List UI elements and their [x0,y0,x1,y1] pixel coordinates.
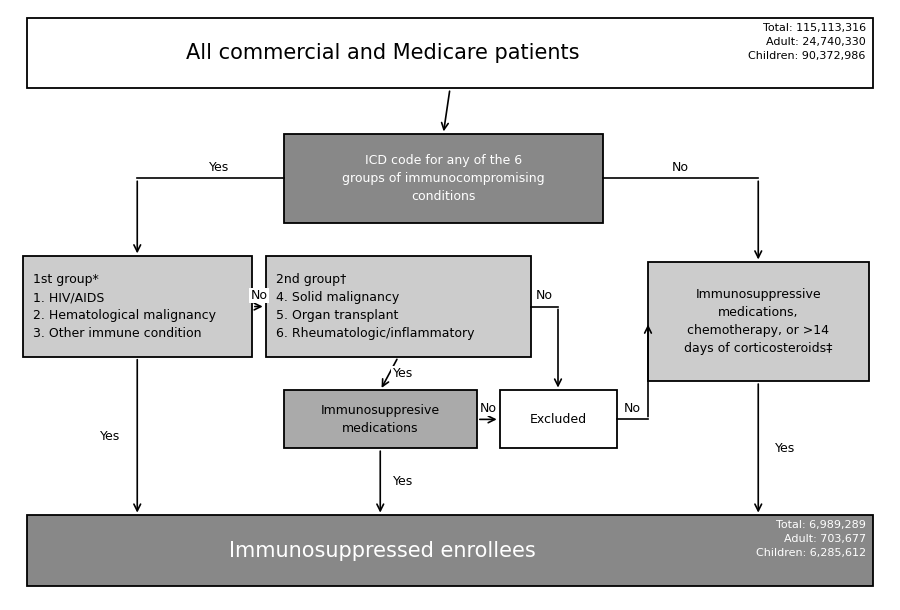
Text: Excluded: Excluded [529,413,587,426]
Text: Total: 6,989,289
Adult: 703,677
Children: 6,285,612: Total: 6,989,289 Adult: 703,677 Children… [756,520,866,558]
Text: Immunosuppressive
medications,
chemotherapy, or >14
days of corticosteroids‡: Immunosuppressive medications, chemother… [684,289,832,355]
FancyBboxPatch shape [266,256,531,357]
Text: Yes: Yes [775,442,796,455]
FancyBboxPatch shape [284,134,603,223]
Text: No: No [480,402,497,415]
Text: 2nd group†
4. Solid malignancy
5. Organ transplant
6. Rheumatologic/inflammatory: 2nd group† 4. Solid malignancy 5. Organ … [276,273,475,340]
FancyBboxPatch shape [500,390,616,448]
Text: No: No [672,161,689,174]
Text: Immunosuppressed enrollees: Immunosuppressed enrollees [229,540,536,561]
Text: Immunosuppresive
medications: Immunosuppresive medications [320,404,440,435]
Text: All commercial and Medicare patients: All commercial and Medicare patients [185,43,579,63]
Text: ICD code for any of the 6
groups of immunocompromising
conditions: ICD code for any of the 6 groups of immu… [342,154,544,203]
Text: 1st group*
1. HIV/AIDS
2. Hematological malignancy
3. Other immune condition: 1st group* 1. HIV/AIDS 2. Hematological … [33,273,216,340]
Text: No: No [250,289,267,302]
Text: No: No [536,289,553,302]
FancyBboxPatch shape [22,256,252,357]
FancyBboxPatch shape [648,262,868,381]
FancyBboxPatch shape [27,515,873,586]
Text: Yes: Yes [392,367,413,380]
FancyBboxPatch shape [284,390,477,448]
Text: Yes: Yes [100,429,121,443]
Text: Total: 115,113,316
Adult: 24,740,330
Children: 90,372,986: Total: 115,113,316 Adult: 24,740,330 Chi… [749,23,866,61]
FancyBboxPatch shape [27,18,873,88]
Text: No: No [624,402,641,415]
Text: Yes: Yes [210,161,230,174]
Text: Yes: Yes [392,475,413,489]
